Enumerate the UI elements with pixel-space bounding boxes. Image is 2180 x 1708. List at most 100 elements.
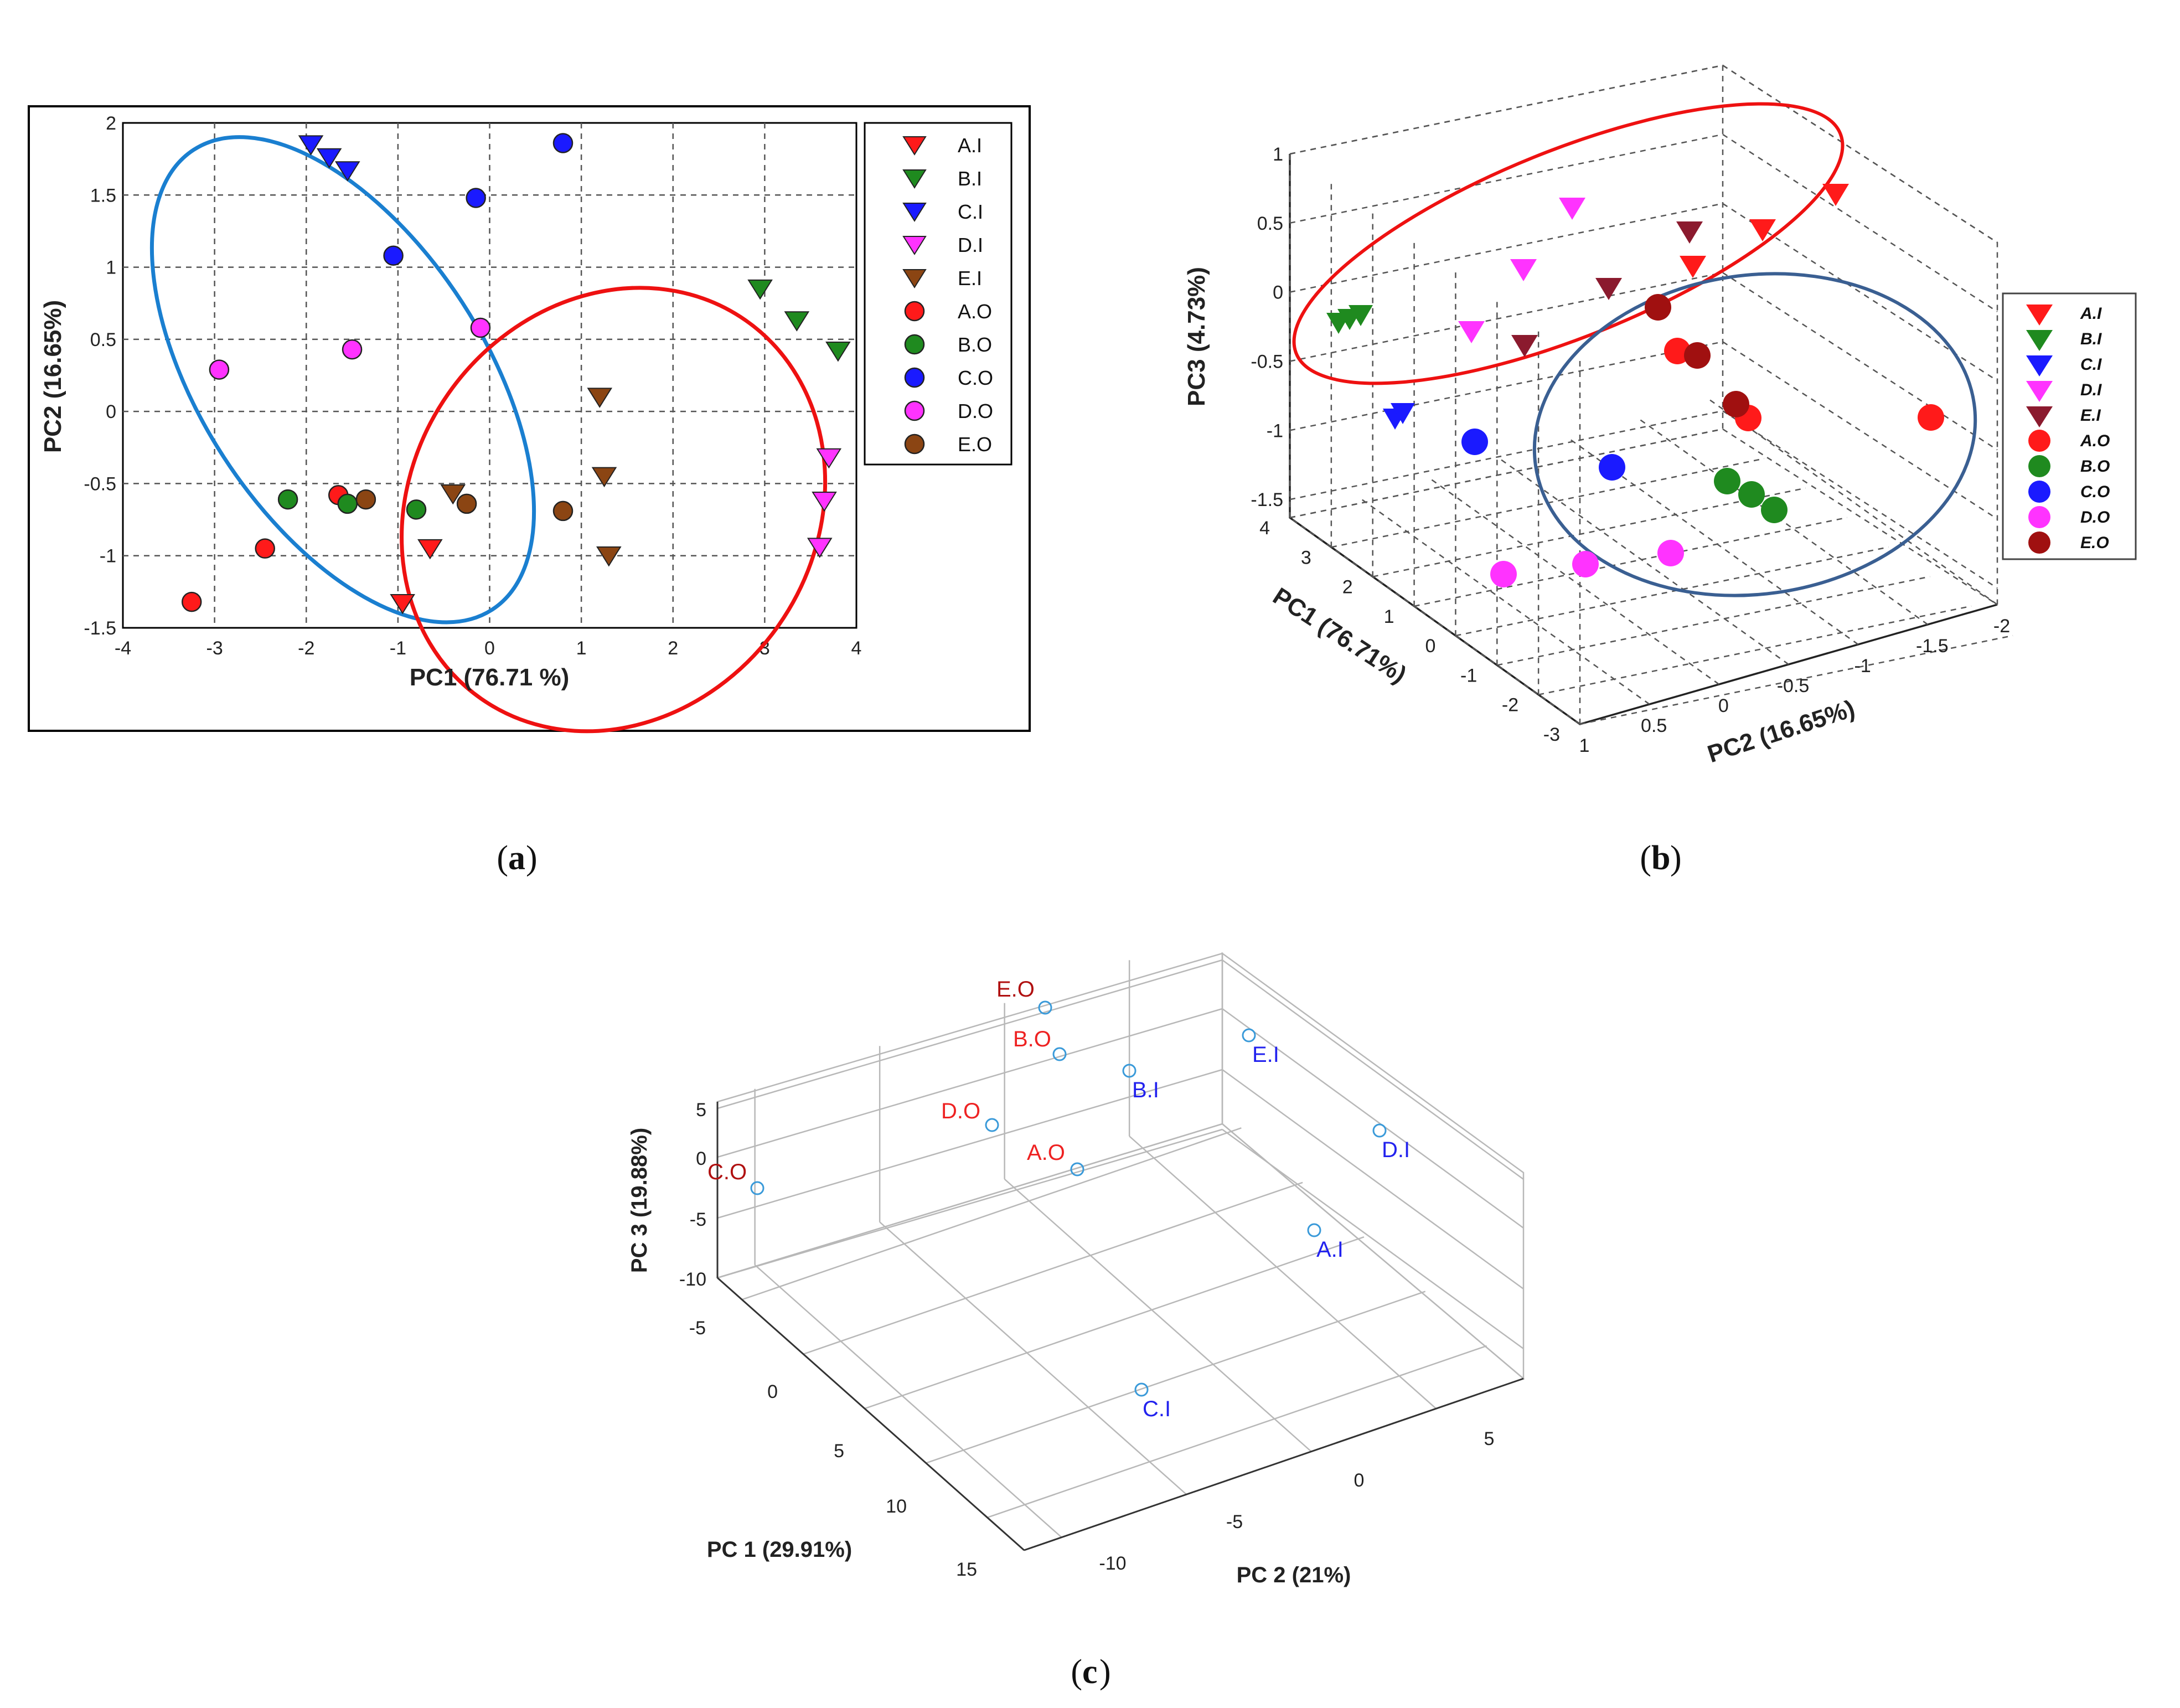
legend-marker-e-i xyxy=(902,269,927,288)
grid-line-pc2 xyxy=(1637,417,1929,626)
marker-b-ai xyxy=(1749,219,1776,241)
caption-b-letter: b xyxy=(1651,839,1670,877)
panel-a-ellipses xyxy=(149,135,828,734)
pc1-tick-label: 10 xyxy=(886,1496,907,1517)
legend-marker-c-i xyxy=(902,203,927,222)
grid-line-pc2 xyxy=(1129,1136,1437,1410)
point-c-o xyxy=(466,188,486,208)
panel-c-pc2-axis xyxy=(1024,1377,1524,1551)
panel-a-points xyxy=(181,133,851,615)
legend-marker-d-o xyxy=(904,400,925,421)
panel-c-floor xyxy=(716,1123,1525,1551)
pc3-tick-label: -5 xyxy=(690,1209,706,1230)
point-d-i xyxy=(807,538,833,558)
pc1-tick-label: -3 xyxy=(1543,724,1560,745)
pc3-tick-label: 0 xyxy=(696,1148,706,1169)
y-tick-label: 1.5 xyxy=(90,185,116,206)
grid-line-pc3 xyxy=(1289,133,1723,224)
panel-b-grid xyxy=(1289,64,2013,725)
grid-line-pc1 xyxy=(926,1291,1426,1464)
grid-line-pc2 xyxy=(1707,397,1998,606)
legend-label: A.I xyxy=(958,134,982,157)
grid-line-pc2 xyxy=(1004,1178,1312,1452)
y-tick-label: -1 xyxy=(100,546,116,567)
grid-line-pc1 xyxy=(987,1345,1487,1519)
point-b-i xyxy=(825,341,851,362)
pc1-tick-label: -2 xyxy=(1502,695,1518,716)
marker-b-ei xyxy=(1595,278,1622,300)
panel-b-front-axes xyxy=(1289,154,1998,725)
marker-b-do xyxy=(1490,561,1517,587)
pc1-tick-label: 0 xyxy=(1425,636,1436,657)
pc1-tick-label: -1 xyxy=(1460,665,1477,686)
grid-line-pc3 xyxy=(1222,959,1524,1180)
point-b-o xyxy=(406,499,427,520)
x-tick-label: -2 xyxy=(298,638,314,659)
grid-line-pc2 xyxy=(1428,477,1720,685)
svg-text:(: ( xyxy=(497,839,508,877)
point-d-o xyxy=(342,339,363,360)
point-label-b-o: B.O xyxy=(1013,1027,1051,1051)
svg-text:(: ( xyxy=(1071,1653,1082,1691)
panel-b-ellipse-inputs xyxy=(1292,102,1845,385)
point-label-c-o: C.O xyxy=(707,1160,747,1184)
legend-label: A.O xyxy=(2080,432,2110,450)
panel-c-ylabel: PC 2 (21%) xyxy=(1237,1563,1351,1587)
legend-label: E.I xyxy=(2080,406,2101,425)
legend-label: C.I xyxy=(2080,355,2102,374)
pc2-tick-label: -2 xyxy=(1993,616,2010,637)
point-a-i xyxy=(1307,1223,1321,1237)
point-c-i xyxy=(1134,1382,1149,1397)
point-d-i xyxy=(812,491,837,512)
point-c-o xyxy=(383,245,404,266)
marker-b-do xyxy=(1657,540,1684,566)
pc1-tick-label: 2 xyxy=(1342,577,1353,598)
y-tick-label: -0.5 xyxy=(84,473,116,494)
caption-a-letter: a xyxy=(508,839,525,877)
panel-b-input-markers xyxy=(1326,184,1849,430)
grid-line-pc3 xyxy=(1722,272,1998,451)
legend-marker-b-o xyxy=(2028,455,2050,477)
pc1-tick-label: 0 xyxy=(767,1381,778,1402)
grid-line-pc1 xyxy=(741,1127,1242,1301)
pc2-tick-label: 5 xyxy=(1484,1428,1495,1449)
grid-line-pc3 xyxy=(1222,1128,1524,1350)
caption-a: ( a ) xyxy=(497,839,537,877)
point-b-o xyxy=(1052,1047,1067,1061)
marker-b-di xyxy=(1559,198,1585,220)
legend-label: C.I xyxy=(958,200,983,223)
cluster-ellipse xyxy=(149,135,536,625)
grid-line-pc3 xyxy=(717,1008,1223,1158)
marker-b-bo xyxy=(1761,497,1788,523)
marker-b-ei xyxy=(1511,335,1538,357)
point-e-o xyxy=(1038,1000,1052,1015)
panel-b-xlabel: PC1 (76.71%) xyxy=(1268,582,1411,689)
pc2-tick-label: 0 xyxy=(1718,695,1729,716)
panel-b-zlabel: PC3 (4.73%) xyxy=(1183,267,1210,406)
panel-c: 5 0 -5 -10 -5 0 5 10 15 -10 -5 0 5 E.O B.O D.O C.O A.O B.… xyxy=(627,952,1525,1587)
panel-c-pc1-axis xyxy=(717,1277,1025,1551)
legend-marker-a-o xyxy=(904,301,925,322)
cluster-ellipse xyxy=(400,286,828,734)
point-a-i xyxy=(390,594,415,615)
caption-b: ( b ) xyxy=(1640,839,1681,877)
marker-b-bo xyxy=(1738,481,1765,508)
grid-line-pc1 xyxy=(1414,517,1847,607)
grid-line-pc2 xyxy=(879,1221,1187,1495)
point-e-i xyxy=(587,388,613,408)
panel-a-legend-items: A.I B.I C.I D.I E.I A.O B.O C.O D.O E.O xyxy=(902,134,993,456)
grid-line-pc3 xyxy=(1222,1008,1524,1229)
point-b-i xyxy=(784,311,810,332)
point-b-i xyxy=(747,279,773,300)
grid-line-pc1 xyxy=(1372,487,1806,577)
grid-line-pc3 xyxy=(717,1069,1223,1219)
pc2-tick-label: 1 xyxy=(1579,735,1590,756)
pc3-tick-label: -10 xyxy=(679,1269,706,1290)
x-tick-label: 4 xyxy=(851,638,862,659)
point-a-i xyxy=(417,539,443,560)
legend-marker-a-o xyxy=(2028,430,2050,452)
point-label-a-i: A.I xyxy=(1316,1237,1344,1262)
marker-b-bo xyxy=(1714,468,1740,494)
point-d-o xyxy=(209,359,230,380)
pc3-tick-label: 5 xyxy=(696,1100,706,1121)
